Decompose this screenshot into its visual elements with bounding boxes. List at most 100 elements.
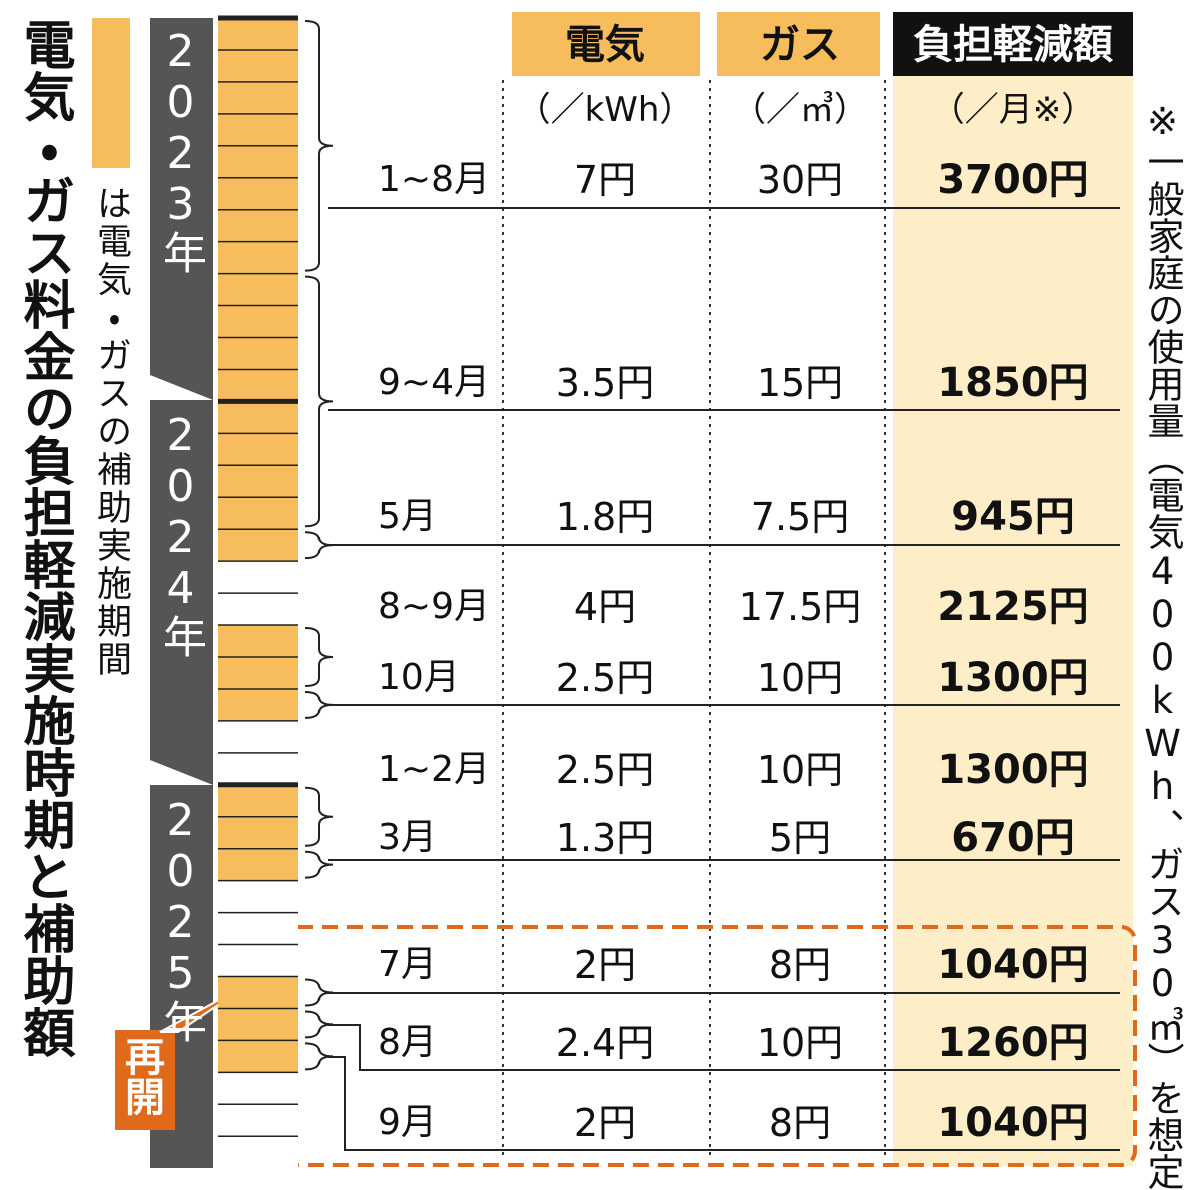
header-bg: [717, 12, 880, 76]
period-label: 9月: [378, 1102, 437, 1143]
amount-cell: 1300円: [937, 655, 1089, 701]
month-cell: [218, 529, 298, 562]
month-cell: [218, 1104, 298, 1137]
legend-swatch: [92, 18, 130, 168]
month-cell: [218, 177, 298, 210]
month-cell: [218, 561, 298, 594]
month-cell: [218, 784, 298, 817]
period-label: 9~4月: [378, 362, 490, 403]
month-cell: [218, 816, 298, 849]
rate-cell: 1.8円: [555, 495, 655, 539]
month-cell: [218, 273, 298, 306]
amount-cell: 1850円: [937, 360, 1089, 406]
month-cell: [218, 976, 298, 1009]
rate-cell: 30円: [756, 158, 844, 202]
month-cell: [218, 944, 298, 977]
month-cell: [218, 497, 298, 530]
month-cell: [218, 625, 298, 657]
header-bg: [893, 12, 1133, 76]
period-label: 3月: [378, 817, 437, 858]
month-cell: [218, 337, 298, 370]
year-label: 2023年: [155, 26, 206, 274]
title: 電気・ガス料金の負担軽減実施時期と補助額: [14, 18, 74, 1058]
rate-cell: 10円: [756, 1021, 844, 1065]
period-label: 10月: [378, 657, 460, 698]
header-bg: [512, 12, 700, 76]
month-cell: [218, 848, 298, 881]
year-label: 2024年: [155, 410, 206, 658]
amount-cell: 945円: [951, 494, 1075, 540]
month-cell: [218, 880, 298, 913]
rate-cell: 15円: [756, 361, 844, 405]
month-cell: [218, 1008, 298, 1041]
month-cell: [218, 1072, 298, 1105]
period-label: 1~2月: [378, 749, 490, 790]
rate-cell: 10円: [756, 656, 844, 700]
rate-cell: 2.5円: [555, 748, 655, 792]
period-label: 7月: [378, 944, 437, 985]
month-cell: [218, 369, 298, 402]
column-unit: （／月※）: [930, 90, 1096, 130]
month-cell: [218, 593, 298, 626]
month-cell: [218, 1040, 298, 1073]
rate-cell: 5円: [768, 816, 832, 860]
month-cell: [218, 657, 298, 689]
month-cell: [218, 145, 298, 178]
restart-badge: [115, 1030, 175, 1130]
rate-cell: 2.5円: [555, 656, 655, 700]
month-cell: [218, 1136, 298, 1169]
month-cell: [218, 720, 298, 753]
rate-cell: 8円: [768, 943, 832, 987]
brace: [304, 20, 334, 272]
month-cell: [218, 401, 298, 434]
rate-cell: 2円: [573, 1101, 637, 1145]
rate-cell: 10円: [756, 748, 844, 792]
row-line: [328, 1056, 1120, 1151]
period-label: 1~8月: [378, 159, 490, 200]
column-unit: （／㎥）: [732, 90, 868, 130]
row-line: [328, 1024, 1120, 1071]
amount-cell: 3700円: [937, 157, 1089, 203]
month-cell: [218, 305, 298, 338]
rate-cell: 7.5円: [750, 495, 850, 539]
rate-cell: 2円: [573, 943, 637, 987]
month-cell: [218, 113, 298, 146]
month-cell: [218, 241, 298, 274]
rate-cell: 1.3円: [555, 816, 655, 860]
year-bar: [150, 400, 213, 785]
amount-cell: 1260円: [937, 1020, 1089, 1066]
amount-cell: 670円: [951, 815, 1075, 861]
column-header: 電気: [565, 22, 645, 68]
month-cell: [218, 18, 298, 50]
month-cell: [218, 209, 298, 242]
column-header: 負担軽減額: [913, 22, 1113, 68]
month-cell: [218, 752, 298, 785]
brace: [304, 275, 334, 528]
month-cell: [218, 81, 298, 114]
rate-cell: 3.5円: [555, 361, 655, 405]
note: ※一般家庭の使用量（電気400kWh、ガス30㎥）を想定: [1141, 100, 1184, 1190]
restart-label: 再開: [118, 1036, 164, 1116]
amount-column-bg: [893, 76, 1133, 1166]
month-cell: [218, 49, 298, 82]
period-label: 5月: [378, 496, 437, 537]
brace: [304, 850, 334, 879]
column-unit: （／kWh）: [516, 90, 694, 130]
amount-cell: 1300円: [937, 747, 1089, 793]
month-cell: [218, 465, 298, 498]
brace: [304, 627, 334, 687]
amount-cell: 1040円: [937, 942, 1089, 988]
year-bar: [150, 18, 213, 400]
column-header: ガス: [760, 22, 840, 68]
legend-text: は電気・ガスの補助実施期間: [91, 185, 131, 679]
rate-cell: 8円: [768, 1101, 832, 1145]
period-label: 8月: [378, 1022, 437, 1063]
month-cell: [218, 688, 298, 721]
amount-cell: 1040円: [937, 1100, 1089, 1146]
month-cell: [218, 912, 298, 945]
period-label: 8~9月: [378, 586, 490, 627]
year-label: 2025年: [155, 795, 206, 1043]
amount-cell: 2125円: [937, 584, 1089, 630]
